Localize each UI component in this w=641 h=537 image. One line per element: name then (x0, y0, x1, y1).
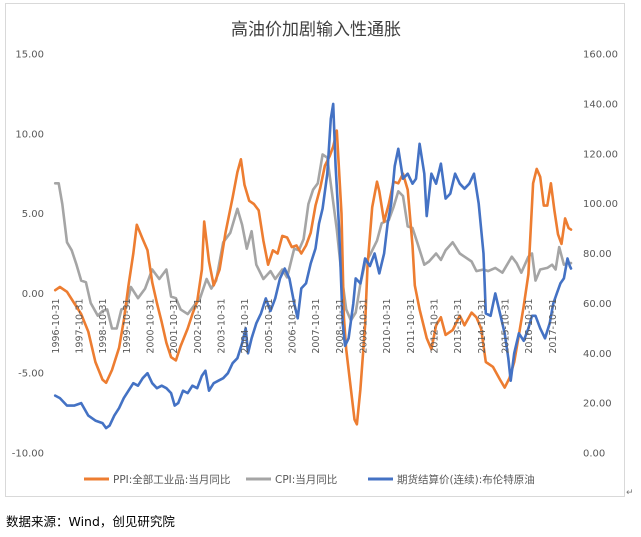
series-line-1 (53, 153, 573, 330)
x-tick-label: 2006-10-31 (288, 298, 299, 353)
legend-label: 期货结算价(连续):布伦特原油 (397, 473, 535, 486)
paragraph-mark: ↵ (626, 488, 634, 498)
x-tick-label: 2000-10-31 (146, 298, 157, 353)
chart-frame: 高油价加剧输入性通胀 -10.00 -5.00 0.00 5.00 10.00 15.00… (5, 3, 625, 497)
series-line-2 (53, 102, 573, 430)
legend-label: CPI:当月同比 (275, 473, 337, 486)
x-tick-label: 2008-10-31 (335, 298, 346, 353)
right-tick-label: 20.00 (583, 399, 612, 410)
left-tick-label: 15.00 (15, 50, 44, 61)
x-tick-label: 2002-10-31 (193, 298, 204, 353)
x-tick-label: 1998-10-31 (98, 298, 109, 353)
legend: PPI:全部工业品:当月同比 CPI:当月同比 期货结算价(连续):布伦特原油 (84, 473, 535, 486)
x-tick-label: 2016-10-31 (524, 298, 535, 353)
right-tick-label: 120.00 (583, 149, 618, 160)
x-tick-label: 2013-10-31 (453, 298, 464, 353)
x-tick-label: 2017-10-31 (548, 298, 559, 353)
right-tick-label: 40.00 (583, 349, 612, 360)
x-tick-label: 2011-10-31 (406, 298, 417, 353)
x-tick-label: 2014-10-31 (477, 298, 488, 353)
right-tick-label: 80.00 (583, 249, 612, 260)
left-tick-label: -10.00 (12, 449, 44, 460)
legend-label: PPI:全部工业品:当月同比 (113, 473, 230, 486)
series-layer (53, 102, 573, 430)
chart-svg: 高油价加剧输入性通胀 -10.00 -5.00 0.00 5.00 10.00 15.00… (12, 20, 618, 486)
right-tick-label: 60.00 (583, 299, 612, 310)
left-tick-label: 0.00 (22, 289, 44, 300)
x-tick-label: 2010-10-31 (382, 298, 393, 353)
x-tick-label: 2001-10-31 (169, 298, 180, 353)
x-axis-ticks: 1996-10-31 1997-10-31 1998-10-31 1999-10-31… (51, 298, 559, 353)
series-line-0 (53, 129, 573, 426)
chart-title: 高油价加剧输入性通胀 (231, 20, 401, 40)
right-tick-label: 160.00 (583, 50, 618, 61)
left-tick-label: -5.00 (18, 369, 44, 380)
right-tick-label: 0.00 (583, 449, 605, 460)
x-tick-label: 2009-10-31 (358, 298, 369, 353)
x-tick-label: 2015-10-31 (500, 298, 511, 353)
x-tick-label: 1999-10-31 (122, 298, 133, 353)
x-tick-label: 1997-10-31 (75, 298, 86, 353)
right-tick-label: 100.00 (583, 199, 618, 210)
left-tick-label: 10.00 (15, 129, 44, 140)
x-tick-label: 2003-10-31 (217, 298, 228, 353)
right-tick-label: 140.00 (583, 99, 618, 110)
source-note: 数据来源：Wind，创见研究院 (6, 514, 175, 529)
left-tick-label: 5.00 (22, 209, 44, 220)
x-tick-label: 2005-10-31 (264, 298, 275, 353)
x-tick-label: 1996-10-31 (51, 298, 62, 353)
right-axis-ticks: 0.00 20.00 40.00 60.00 80.00 100.00 120.00 140.… (583, 50, 618, 460)
x-tick-label: 2012-10-31 (429, 298, 440, 353)
x-tick-label: 2004-10-31 (240, 298, 251, 353)
x-tick-label: 2007-10-31 (311, 298, 322, 353)
left-axis-ticks: -10.00 -5.00 0.00 5.00 10.00 15.00 (12, 50, 44, 460)
